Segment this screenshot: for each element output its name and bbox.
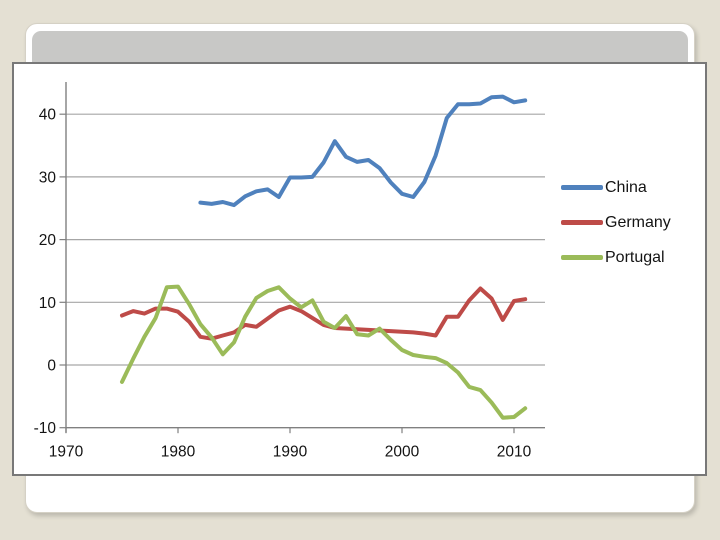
svg-text:-10: -10 [34, 420, 57, 437]
chart-legend: China Germany Portugal [561, 170, 671, 275]
legend-label: China [605, 178, 647, 196]
legend-label: Germany [605, 213, 671, 231]
svg-text:10: 10 [39, 295, 57, 312]
svg-text:2000: 2000 [385, 444, 420, 461]
svg-text:1990: 1990 [273, 444, 308, 461]
chart-svg: -10 0 10 20 30 40 1970 1980 1990 2000 2010 [34, 82, 545, 461]
svg-text:1970: 1970 [49, 444, 84, 461]
legend-color-swatch-china [561, 185, 603, 190]
legend-entry: Portugal [561, 240, 671, 275]
legend-color-swatch-germany [561, 220, 603, 225]
legend-entry: China [561, 170, 671, 205]
svg-text:1980: 1980 [161, 444, 196, 461]
legend-color-swatch-portugal [561, 255, 603, 260]
legend-label: Portugal [605, 248, 665, 266]
legend-entry: Germany [561, 205, 671, 240]
svg-text:20: 20 [39, 232, 57, 249]
svg-text:0: 0 [47, 358, 56, 375]
svg-text:40: 40 [39, 107, 57, 124]
svg-text:30: 30 [39, 169, 57, 186]
chart-frame: -10 0 10 20 30 40 1970 1980 1990 2000 2010 China G… [12, 62, 707, 476]
svg-text:2010: 2010 [497, 444, 532, 461]
